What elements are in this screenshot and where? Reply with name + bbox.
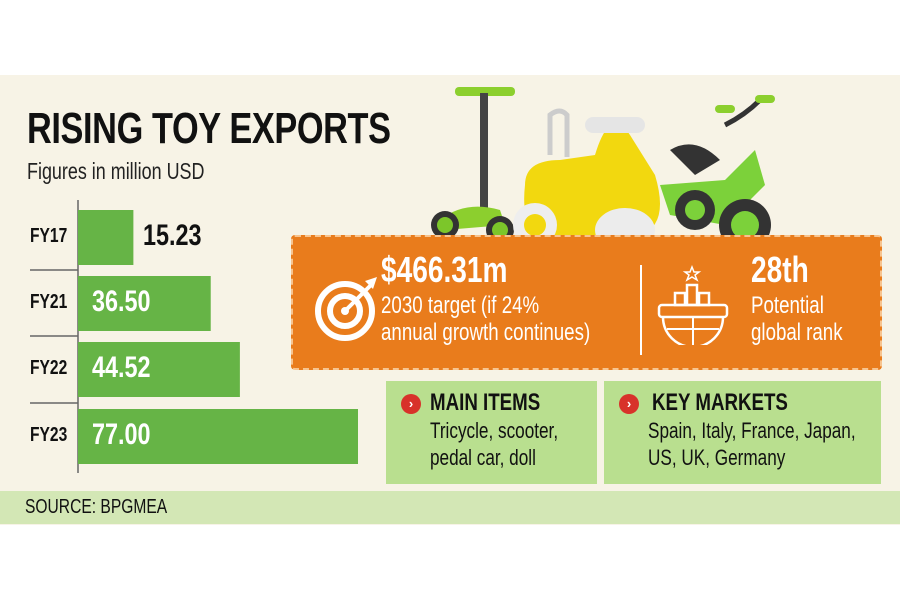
main-items-box: › MAIN ITEMS Tricycle, scooter, pedal car… (386, 381, 597, 484)
source-text: SOURCE: BPGMEA (25, 496, 168, 518)
main-items-title: MAIN ITEMS (430, 389, 541, 416)
target-arrow-icon (315, 277, 377, 341)
category-label: FY22 (30, 357, 68, 379)
ride-on-car-icon (513, 108, 660, 252)
divider (640, 265, 642, 355)
main-items-text: Tricycle, scooter, pedal car, doll (430, 418, 559, 470)
rank-caption: Potential global rank (751, 292, 843, 346)
scooter-icon (431, 87, 515, 244)
value-label: 77.00 (92, 418, 151, 451)
category-label: FY21 (30, 291, 68, 313)
chevron-right-circle-icon: › (619, 394, 639, 414)
chevron-right-circle-icon: › (401, 394, 421, 414)
tricycle-icon (660, 95, 775, 251)
key-markets-box: › KEY MARKETS Spain, Italy, France, Japa… (604, 381, 881, 484)
target-value: $466.31m (381, 249, 508, 290)
category-label: FY23 (30, 424, 68, 446)
bar-fy17 (78, 210, 134, 265)
rank-value: 28th (751, 249, 809, 290)
value-label: 44.52 (92, 351, 151, 384)
bar-fy22 (78, 342, 240, 397)
category-label: FY17 (30, 225, 68, 247)
key-markets-title: KEY MARKETS (652, 389, 788, 416)
value-label: 36.50 (92, 285, 151, 318)
bar-fy23 (78, 409, 358, 464)
highlights-banner: $466.31m 2030 target (if 24% annual growt… (291, 235, 882, 370)
target-caption: 2030 target (if 24% annual growth continu… (381, 292, 591, 346)
source-bar: SOURCE: BPGMEA (0, 491, 900, 524)
globe-podium-icon (657, 265, 729, 345)
subtitle: Figures in million USD (27, 158, 205, 184)
key-markets-text: Spain, Italy, France, Japan, US, UK, Germ… (648, 418, 856, 470)
bar-fy21 (78, 276, 211, 331)
value-label: 15.23 (143, 219, 202, 252)
toys-illustration (431, 87, 775, 252)
page-title: RISING TOY EXPORTS (27, 104, 391, 153)
